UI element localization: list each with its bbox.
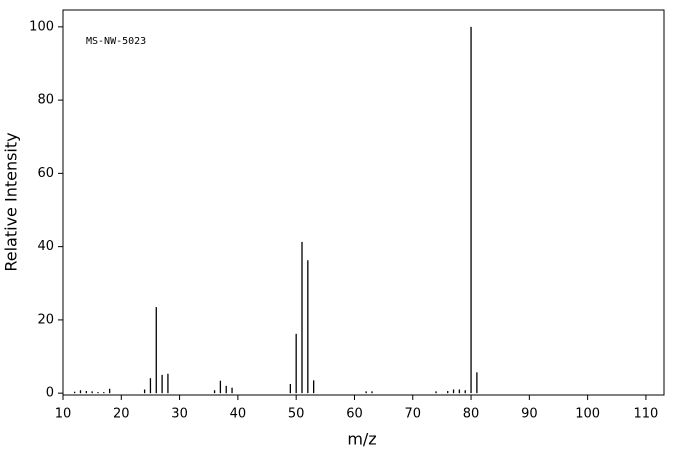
plot-frame xyxy=(62,9,665,396)
x-tick-label: 30 xyxy=(171,407,188,422)
y-tick-label: 40 xyxy=(37,239,54,254)
x-tick-label: 40 xyxy=(230,407,247,422)
y-tick-label: 0 xyxy=(46,386,54,401)
x-tick-label: 100 xyxy=(575,407,600,422)
y-axis-label: Relative Intensity xyxy=(2,132,21,271)
x-tick-label: 60 xyxy=(346,407,363,422)
annotation: MS-NW-5023 xyxy=(86,36,146,47)
y-tick-label: 100 xyxy=(29,19,54,34)
x-axis-label: m/z xyxy=(347,430,376,449)
x-tick-label: 50 xyxy=(288,407,305,422)
y-tick-label: 60 xyxy=(37,166,54,181)
y-tick-label: 80 xyxy=(37,93,54,108)
x-tick-label: 110 xyxy=(634,407,659,422)
x-tick-label: 20 xyxy=(113,407,130,422)
y-tick-label: 20 xyxy=(37,312,54,327)
x-tick-label: 10 xyxy=(55,407,72,422)
x-tick-label: 80 xyxy=(463,407,480,422)
x-tick-label: 90 xyxy=(521,407,538,422)
x-tick-label: 70 xyxy=(404,407,421,422)
